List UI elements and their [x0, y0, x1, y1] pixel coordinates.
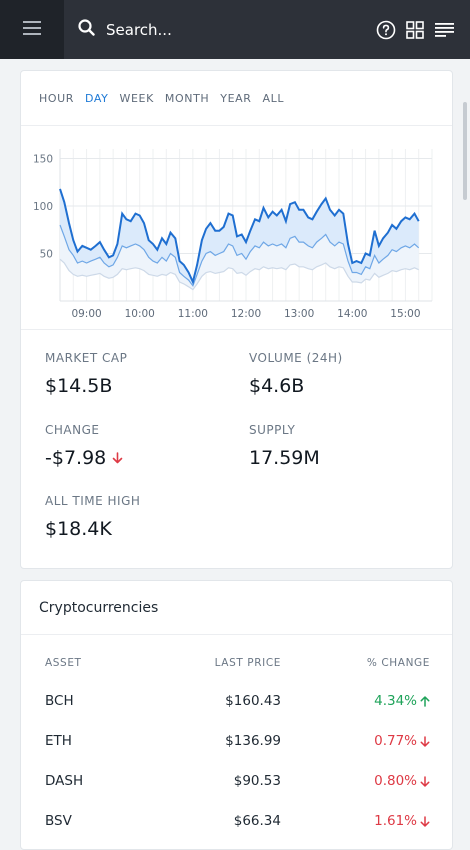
change-cell-text: 1.61% [374, 813, 417, 829]
arrow-down-icon [420, 735, 430, 747]
change-value-text: -$7.98 [45, 447, 107, 469]
help-icon[interactable] [376, 20, 396, 40]
supply-stat: SUPPLY 17.59M [249, 423, 320, 469]
search-bar [78, 19, 367, 40]
ath-stat: ALL TIME HIGH $18.4K [45, 494, 140, 540]
table-row[interactable]: DASH $90.53 0.80% [21, 761, 452, 801]
tab-week[interactable]: WEEK [119, 91, 154, 105]
search-input[interactable] [104, 19, 308, 40]
hamburger-icon [23, 20, 41, 39]
menu-button[interactable] [0, 0, 64, 59]
column-header-price[interactable]: LAST PRICE [214, 657, 281, 669]
series-line-middle [59, 224, 420, 288]
ath-value-text: $18.4K [45, 518, 112, 540]
y-tick-label: 100 [33, 201, 53, 213]
grid-icon[interactable] [405, 20, 425, 40]
x-tick-label: 10:00 [125, 308, 155, 320]
change-value: -$7.98 [45, 447, 123, 469]
table-header: ASSET LAST PRICE % CHANGE [21, 647, 452, 681]
volume-value: $4.6B [249, 375, 343, 397]
card-title: Cryptocurrencies [21, 581, 452, 635]
price-chart[interactable]: 150 100 50 09:00 10:00 11:00 12:00 13:00 14:00 15… [21, 139, 452, 329]
list-icon[interactable] [434, 20, 454, 40]
column-header-asset[interactable]: ASSET [45, 657, 82, 669]
column-header-change[interactable]: % CHANGE [366, 657, 430, 669]
change-cell: 4.34% [374, 693, 430, 709]
volume-value-text: $4.6B [249, 375, 305, 397]
table-row[interactable]: BCH $160.43 4.34% [21, 681, 452, 721]
change-label: CHANGE [45, 423, 100, 437]
change-cell-text: 0.80% [374, 773, 417, 789]
change-cell: 0.77% [374, 733, 430, 749]
tab-all[interactable]: ALL [262, 91, 285, 105]
scrollbar-track[interactable] [459, 59, 470, 839]
arrow-down-icon [420, 775, 430, 787]
series-line-lower [59, 258, 419, 291]
x-tick-label: 15:00 [390, 308, 420, 320]
supply-value-text: 17.59M [249, 447, 320, 469]
change-stat: CHANGE -$7.98 [45, 423, 123, 469]
asset-cell: DASH [45, 773, 84, 789]
change-cell-text: 0.77% [374, 733, 417, 749]
market-cap-value-text: $14.5B [45, 375, 113, 397]
table-body: BCH $160.43 4.34% ETH $136.99 0.77% DASH $90.53… [21, 681, 452, 841]
x-tick-label: 12:00 [231, 308, 261, 320]
change-cell: 0.80% [374, 773, 430, 789]
divider [21, 329, 452, 330]
series-line-primary [59, 188, 420, 286]
supply-label: SUPPLY [249, 423, 296, 437]
market-cap-label: MARKET CAP [45, 351, 128, 365]
crypto-table: ASSET LAST PRICE % CHANGE BCH $160.43 4.34… [21, 647, 452, 841]
change-cell-text: 4.34% [374, 693, 417, 709]
change-cell: 1.61% [374, 813, 430, 829]
asset-cell: ETH [45, 733, 72, 749]
table-row[interactable]: ETH $136.99 0.77% [21, 721, 452, 761]
x-tick-label: 13:00 [284, 308, 314, 320]
scrollbar-thumb[interactable] [463, 102, 467, 200]
volume-stat: VOLUME (24H) $4.6B [249, 351, 343, 397]
price-cell: $66.34 [233, 813, 281, 829]
tab-month[interactable]: MONTH [164, 91, 210, 105]
cryptocurrencies-card: Cryptocurrencies ASSET LAST PRICE % CHAN… [20, 580, 453, 850]
arrow-up-icon [420, 695, 430, 707]
supply-value: 17.59M [249, 447, 320, 469]
tab-year[interactable]: YEAR [220, 91, 252, 105]
x-tick-label: 09:00 [71, 308, 101, 320]
table-row[interactable]: BSV $66.34 1.61% [21, 801, 452, 841]
price-chart-svg: 150 100 50 09:00 10:00 11:00 12:00 13:00 14:00 15… [33, 149, 433, 320]
price-cell: $136.99 [225, 733, 281, 749]
search-icon[interactable] [78, 19, 95, 40]
range-tabs: HOUR DAY WEEK MONTH YEAR ALL [21, 71, 452, 126]
ath-label: ALL TIME HIGH [45, 494, 141, 508]
y-tick-label: 150 [33, 154, 53, 166]
asset-cell: BSV [45, 813, 72, 829]
market-cap-stat: MARKET CAP $14.5B [45, 351, 127, 397]
tab-hour[interactable]: HOUR [39, 91, 75, 105]
price-chart-card: HOUR DAY WEEK MONTH YEAR ALL 150 100 50 09:… [20, 70, 453, 569]
top-bar [0, 0, 470, 59]
area-band-upper [60, 188, 419, 286]
asset-cell: BCH [45, 693, 74, 709]
market-cap-value: $14.5B [45, 375, 127, 397]
x-tick-label: 11:00 [178, 308, 208, 320]
arrow-down-icon [112, 452, 123, 464]
price-cell: $160.43 [225, 693, 281, 709]
ath-value: $18.4K [45, 518, 140, 540]
price-cell: $90.53 [233, 773, 281, 789]
arrow-down-icon [420, 815, 430, 827]
volume-label: VOLUME (24H) [249, 351, 343, 365]
tab-day[interactable]: DAY [85, 91, 109, 105]
x-tick-label: 14:00 [337, 308, 367, 320]
y-tick-label: 50 [40, 249, 53, 261]
